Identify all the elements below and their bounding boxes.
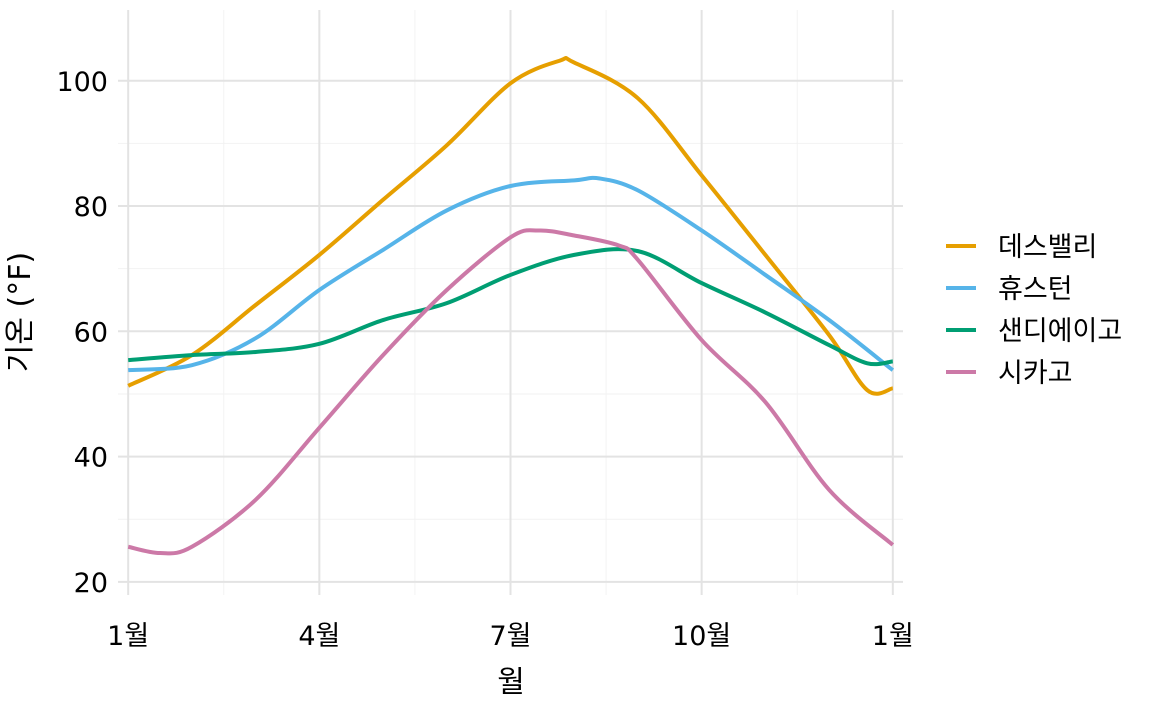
x-axis-label: 월 [497,665,525,700]
legend-label: 데스밸리 [998,232,1097,263]
x-axis-ticks: 1월 4월 7월 10월 1월 [107,621,914,652]
grid [118,10,903,595]
y-tick-label: 20 [74,568,108,599]
y-tick-label: 100 [56,67,108,98]
y-tick-label: 80 [74,192,108,223]
y-axis-label: 기온 (°F) [3,252,38,372]
x-tick-label: 4월 [298,621,340,652]
legend-item: 휴스턴 [946,274,1073,305]
legend-label: 시카고 [998,358,1073,389]
x-tick-label: 7월 [489,621,531,652]
legend-item: 샌디에이고 [946,316,1122,347]
series-line-2 [128,247,894,367]
y-tick-label: 40 [74,443,108,474]
series-lines [127,56,895,556]
x-tick-label: 1월 [872,621,914,652]
legend-item: 시카고 [946,358,1073,389]
x-tick-label: 10월 [672,621,731,652]
legend-label: 휴스턴 [998,274,1073,305]
series-line-1 [128,175,895,373]
y-axis-ticks: 20 40 60 80 100 [56,67,108,599]
series-line-3 [127,228,895,556]
legend-item: 데스밸리 [946,232,1097,263]
x-tick-label: 1월 [107,621,149,652]
y-tick-label: 60 [74,317,108,348]
legend-label: 샌디에이고 [998,316,1122,347]
